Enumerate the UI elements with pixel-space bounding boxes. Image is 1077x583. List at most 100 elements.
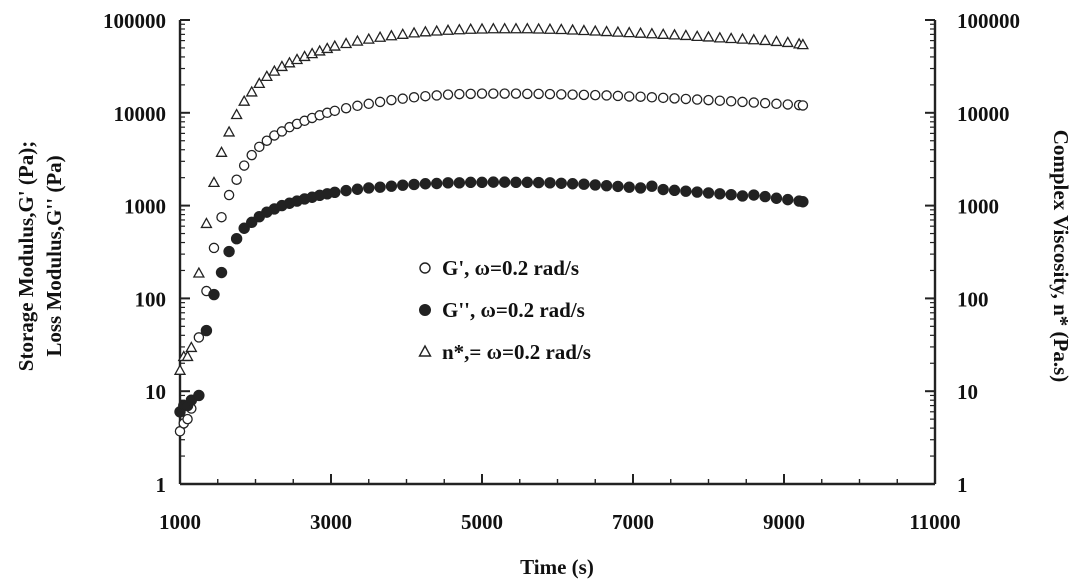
complex-viscosity-point — [577, 24, 591, 36]
g-double-prime-point — [223, 245, 235, 258]
complex-viscosity-point — [623, 26, 636, 38]
y-right-tick-label: 100000 — [957, 9, 1020, 33]
g-double-prime-point — [759, 190, 771, 203]
complex-viscosity-point — [181, 350, 194, 362]
complex-viscosity-point — [351, 34, 364, 46]
ticks — [179, 19, 936, 485]
complex-viscosity-point — [645, 27, 658, 39]
g-double-prime-point — [612, 180, 624, 193]
complex-viscosity-point — [796, 38, 809, 50]
y-axis-title-right: Complex Viscosity, n* (Pa.s) — [1049, 130, 1073, 383]
complex-viscosity-point — [611, 25, 625, 37]
g-double-prime-point — [374, 181, 386, 193]
g-double-prime-point — [453, 177, 466, 189]
legend: G', ω=0.2 rad/s G'', ω=0.2 rad/s n*,= ω=… — [418, 256, 591, 364]
complex-viscosity-point — [543, 22, 557, 34]
complex-viscosity-point — [230, 108, 243, 120]
g-prime-point — [408, 92, 420, 103]
g-prime-point — [567, 89, 578, 100]
g-prime-point — [193, 332, 205, 343]
g-double-prime-point — [385, 180, 398, 192]
data-markers — [173, 22, 809, 437]
g-double-prime-point — [230, 232, 243, 245]
y-left-tick-label: 10 — [145, 380, 166, 404]
x-tick-label: 7000 — [612, 510, 654, 534]
g-prime-point — [782, 99, 794, 110]
complex-viscosity-point — [441, 23, 455, 35]
g-prime-point — [691, 94, 703, 105]
g-prime-point — [635, 91, 646, 102]
complex-viscosity-point — [475, 22, 489, 34]
g-double-prime-point — [544, 177, 556, 189]
g-prime-point — [714, 95, 726, 106]
g-prime-point — [748, 97, 760, 108]
complex-viscosity-point — [453, 23, 466, 35]
complex-viscosity-point — [600, 25, 613, 37]
g-double-prime-point — [498, 176, 511, 188]
complex-viscosity-point — [521, 22, 534, 34]
y-right-tick-label: 100 — [957, 287, 989, 311]
g-prime-point — [340, 102, 352, 114]
g-double-prime-point — [714, 188, 726, 200]
complex-viscosity-point — [253, 77, 266, 89]
complex-viscosity-point — [657, 27, 670, 39]
g-prime-point — [601, 90, 612, 101]
complex-viscosity-point — [725, 32, 738, 44]
g-double-prime-point — [634, 182, 647, 194]
complex-viscosity-point — [260, 70, 273, 82]
g-prime-point — [329, 105, 341, 117]
g-double-prime-point — [238, 222, 250, 234]
complex-viscosity-point — [430, 24, 443, 36]
complex-viscosity-point — [396, 27, 409, 39]
complex-viscosity-point — [215, 145, 228, 157]
g-prime-point — [223, 189, 235, 201]
complex-viscosity-point — [328, 39, 341, 51]
g-double-prime-point — [442, 177, 454, 189]
x-tick-label: 9000 — [763, 510, 805, 534]
y-left-tick-label: 1000 — [124, 195, 166, 219]
g-double-prime-point — [363, 182, 375, 194]
g-double-prime-point — [476, 176, 488, 189]
complex-viscosity-point — [192, 266, 205, 278]
g-prime-point — [737, 96, 748, 108]
g-double-prime-point — [510, 176, 522, 189]
g-prime-point — [488, 88, 499, 99]
g-prime-point — [238, 160, 250, 171]
g-prime-point — [590, 89, 601, 101]
complex-viscosity-point — [339, 37, 353, 49]
g-prime-point — [246, 149, 257, 161]
g-double-prime-point — [725, 189, 737, 201]
g-prime-point — [352, 100, 363, 112]
complex-viscosity-point — [566, 23, 579, 35]
g-prime-point — [363, 98, 374, 110]
complex-viscosity-point — [679, 29, 692, 41]
g-double-prime-point — [340, 184, 352, 197]
legend-label-g-double-prime: G'', ω=0.2 rad/s — [442, 298, 585, 322]
g-double-prime-point — [521, 176, 533, 189]
g-double-prime-point — [397, 179, 409, 191]
complex-viscosity-point — [222, 125, 236, 137]
complex-viscosity-point — [238, 94, 251, 106]
g-prime-point — [725, 96, 737, 107]
complex-viscosity-point — [464, 22, 477, 34]
g-prime-point — [556, 89, 567, 100]
g-double-prime-point — [215, 266, 228, 279]
complex-viscosity-point — [245, 85, 258, 97]
y-left-tick-label: 100 — [135, 287, 167, 311]
g-double-prime-point — [680, 185, 692, 197]
x-tick-label: 1000 — [159, 510, 201, 534]
g-double-prime-point — [589, 179, 601, 191]
complex-viscosity-point — [200, 217, 213, 229]
complex-viscosity-point — [362, 32, 375, 44]
complex-viscosity-point — [385, 29, 398, 41]
g-prime-point — [420, 90, 431, 102]
complex-viscosity-point — [555, 23, 568, 35]
g-double-prime-point — [623, 181, 635, 193]
g-double-prime-point — [578, 178, 590, 190]
g-prime-point — [386, 94, 397, 106]
g-double-prime-point — [736, 190, 749, 202]
g-prime-point — [703, 94, 714, 106]
g-prime-point — [374, 96, 386, 108]
complex-viscosity-point — [702, 30, 715, 42]
g-double-prime-point — [351, 183, 364, 195]
